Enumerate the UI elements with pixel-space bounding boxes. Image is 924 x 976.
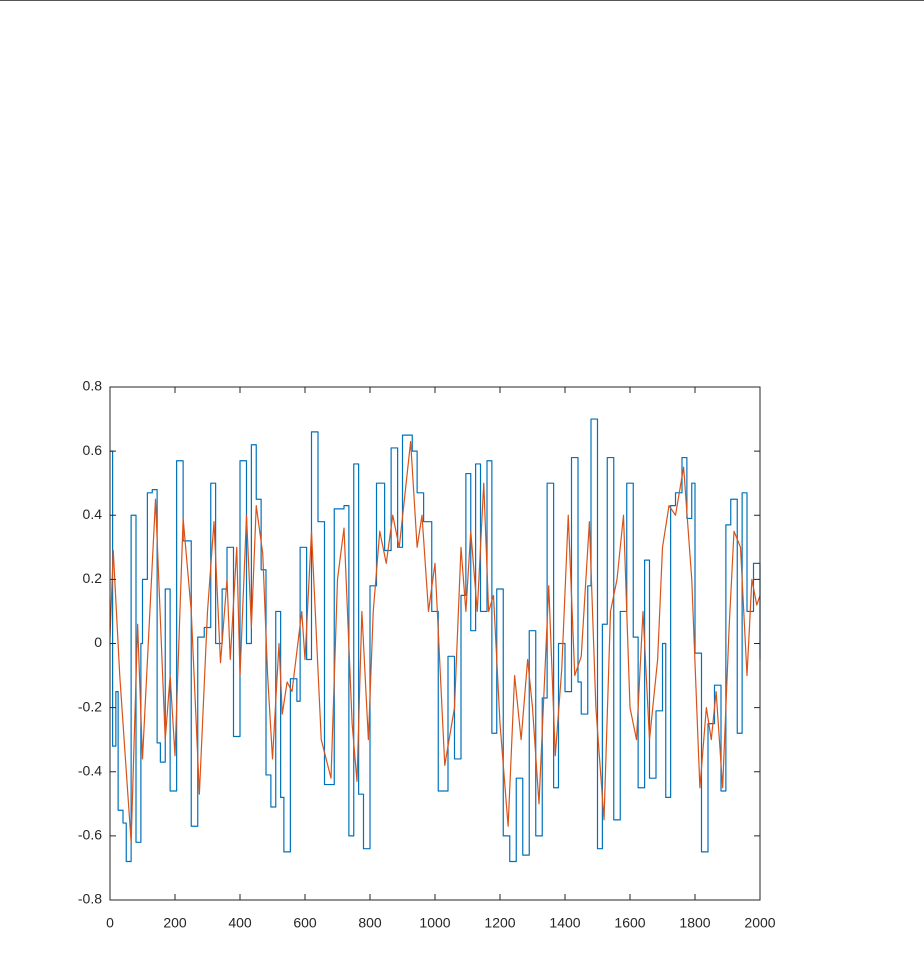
y-tick-label: 0.4 [83, 506, 103, 522]
x-tick-label: 2000 [744, 915, 775, 931]
y-tick-label: 0.2 [83, 570, 103, 586]
y-tick-label: 0.6 [83, 442, 103, 458]
x-tick-label: 1000 [419, 915, 450, 931]
y-tick-label: -0.4 [78, 762, 102, 778]
y-tick-label: -0.6 [78, 827, 102, 843]
x-tick-label: 800 [358, 915, 382, 931]
x-tick-label: 200 [163, 915, 187, 931]
x-tick-label: 1800 [679, 915, 710, 931]
x-tick-label: 1600 [614, 915, 645, 931]
x-tick-label: 1200 [484, 915, 515, 931]
x-tick-label: 0 [106, 915, 114, 931]
x-tick-label: 600 [293, 915, 317, 931]
series-line [109, 440, 761, 843]
y-tick-label: -0.2 [78, 698, 102, 714]
x-tick-label: 1400 [549, 915, 580, 931]
y-tick-label: 0 [94, 634, 102, 650]
y-tick-label: 0.8 [83, 378, 103, 394]
y-tick-label: -0.8 [78, 891, 102, 907]
series-line [110, 418, 761, 863]
x-tick-label: 400 [228, 915, 252, 931]
